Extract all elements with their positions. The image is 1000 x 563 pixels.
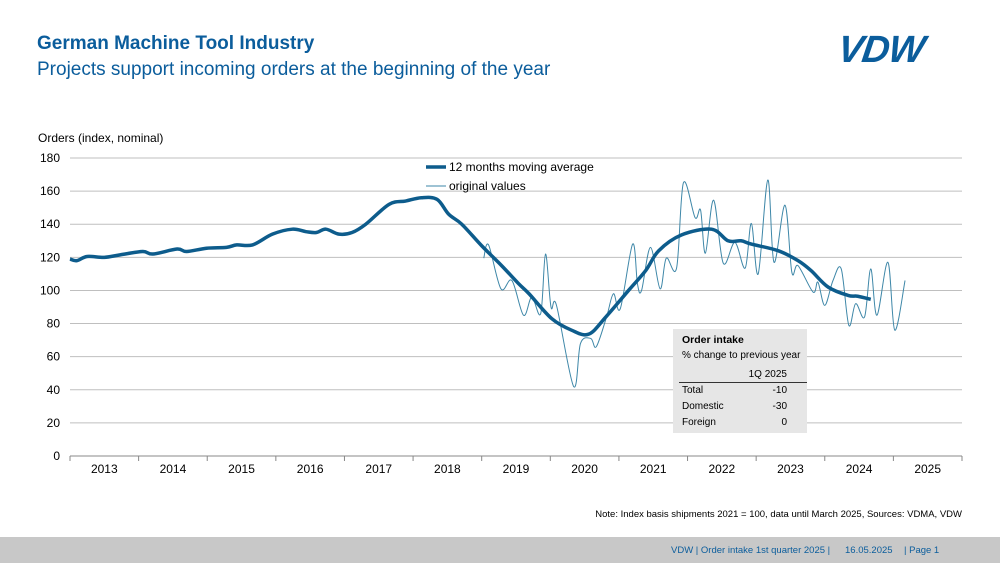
legend-label: 12 months moving average bbox=[449, 160, 594, 174]
table-row-label: Foreign bbox=[682, 417, 716, 428]
x-tick-label: 2018 bbox=[434, 462, 461, 476]
y-tick-label: 100 bbox=[40, 283, 60, 297]
y-tick-label: 180 bbox=[40, 151, 60, 165]
source-note: Note: Index basis shipments 2021 = 100, … bbox=[595, 509, 962, 520]
x-tick-label: 2025 bbox=[914, 462, 941, 476]
y-tick-label: 160 bbox=[40, 184, 60, 198]
page-title: German Machine Tool Industry bbox=[37, 33, 315, 54]
x-tick-label: 2020 bbox=[571, 462, 598, 476]
table-subtitle: % change to previous year bbox=[682, 350, 801, 361]
footer-date: 16.05.2025 bbox=[845, 545, 893, 556]
order-intake-table: Order intake % change to previous year 1… bbox=[673, 329, 807, 433]
page-subtitle: Projects support incoming orders at the … bbox=[37, 59, 551, 80]
footer-page: | Page 1 bbox=[904, 545, 940, 556]
x-tick-label: 2017 bbox=[365, 462, 392, 476]
x-tick-label: 2014 bbox=[160, 462, 187, 476]
y-tick-label: 120 bbox=[40, 250, 60, 264]
legend-label: original values bbox=[449, 179, 526, 193]
series-moving-average bbox=[69, 195, 872, 337]
table-row-value: -30 bbox=[772, 401, 787, 412]
footer-bar: VDW | Order intake 1st quarter 2025 | 16… bbox=[0, 537, 1000, 563]
y-tick-label: 20 bbox=[47, 416, 61, 430]
x-tick-label: 2015 bbox=[228, 462, 255, 476]
x-tick-label: 2024 bbox=[846, 462, 873, 476]
line-chart: 0 20 40 60 80 100 120 140 160 180 2013 2014 2015 2016… bbox=[40, 151, 963, 476]
x-tick-label: 2019 bbox=[503, 462, 530, 476]
y-tick-label: 60 bbox=[47, 350, 61, 364]
footer-org: VDW | Order intake 1st quarter 2025 | bbox=[671, 545, 831, 556]
x-tick-label: 2021 bbox=[640, 462, 667, 476]
x-tick-label: 2023 bbox=[777, 462, 804, 476]
y-tick-label: 0 bbox=[53, 449, 60, 463]
table-row-label: Total bbox=[682, 385, 704, 396]
table-row-value: -10 bbox=[772, 385, 787, 396]
table-row-value: 0 bbox=[781, 417, 787, 428]
y-tick-label: 40 bbox=[47, 383, 61, 397]
table-column-header: 1Q 2025 bbox=[748, 369, 787, 380]
table-title: Order intake bbox=[682, 334, 744, 346]
x-tick-label: 2022 bbox=[708, 462, 735, 476]
series-original-values bbox=[483, 179, 906, 388]
table-row-label: Domestic bbox=[682, 401, 724, 412]
x-tick-label: 2013 bbox=[91, 462, 118, 476]
x-tick-label: 2016 bbox=[297, 462, 324, 476]
table-divider bbox=[679, 382, 807, 383]
y-axis-label: Orders (index, nominal) bbox=[38, 131, 164, 145]
y-tick-label: 140 bbox=[40, 217, 60, 231]
y-tick-label: 80 bbox=[47, 317, 61, 331]
